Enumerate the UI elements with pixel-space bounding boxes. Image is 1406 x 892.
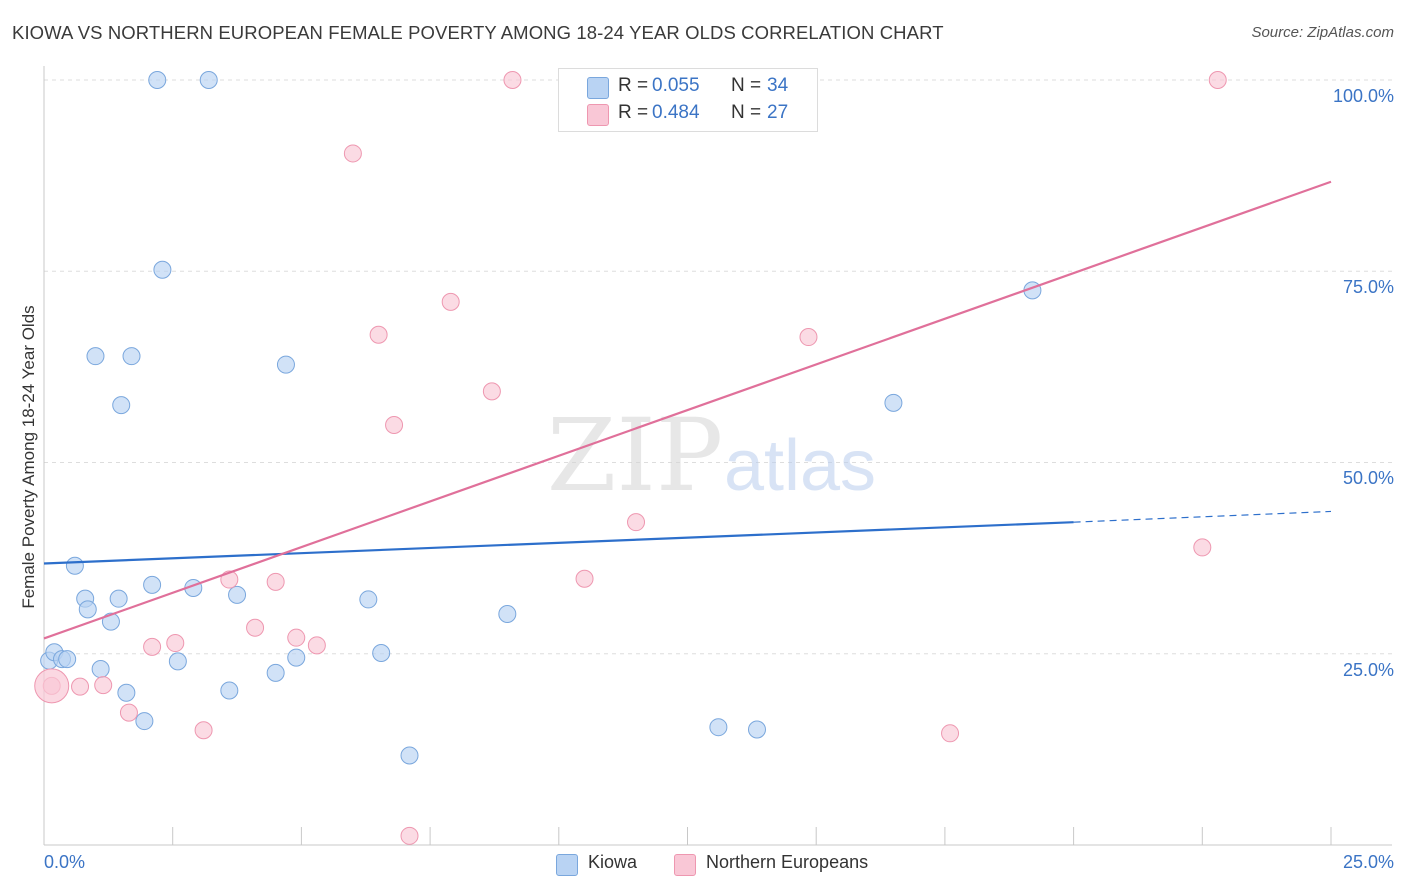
y-tick-label-50: 50.0% — [1342, 468, 1394, 488]
kiowa-point-28 — [400, 746, 419, 765]
northern-point-10 — [287, 628, 306, 647]
kiowa-point-25 — [287, 648, 306, 667]
source-credit: Source: ZipAtlas.com — [1251, 24, 1394, 41]
kiowa-n-label: N = — [731, 75, 762, 96]
kiowa-point-27 — [372, 643, 391, 662]
northern-points — [34, 71, 1227, 845]
series-legend: Kiowa Northern Europeans — [0, 852, 1406, 878]
kiowa-r-label: R = — [618, 75, 649, 96]
northern-point-23 — [941, 724, 960, 743]
northern-point-3 — [119, 703, 138, 722]
kiowa-point-6 — [78, 600, 97, 619]
kiowa-point-14 — [135, 712, 154, 731]
northern-n-value: 27 — [767, 102, 789, 123]
kiowa-point-21 — [220, 681, 239, 700]
northern-point-6 — [194, 721, 213, 740]
northern-point-2 — [94, 676, 113, 695]
watermark-zip: ZIP — [547, 397, 723, 514]
x-axis-max-label: 25.0% — [1342, 852, 1394, 872]
x-axis-min-label: 0.0% — [44, 852, 86, 872]
northern-point-17 — [503, 71, 522, 89]
kiowa-point-11 — [112, 396, 131, 415]
kiowa-point-22 — [228, 585, 247, 604]
kiowa-point-29 — [498, 604, 517, 623]
y-tick-label-75: 75.0% — [1342, 277, 1394, 297]
kiowa-point-15 — [143, 575, 162, 594]
northern-point-13 — [369, 325, 388, 344]
kiowa-trend-extension — [1073, 510, 1332, 523]
northern-point-12 — [343, 144, 362, 163]
y-tick-label-25: 25.0% — [1342, 660, 1394, 680]
chart-title: KIOWA VS NORTHERN EUROPEAN FEMALE POVERT… — [12, 22, 944, 43]
northern-point-18 — [482, 382, 501, 401]
kiowa-trend-line — [43, 521, 1074, 565]
kiowa-point-20 — [199, 71, 218, 89]
northern-point-14 — [385, 416, 404, 435]
kiowa-point-32 — [884, 393, 903, 412]
kiowa-point-16 — [148, 71, 167, 89]
correlation-legend: R = 0.055 N = 34 R = 0.484 N = 27 — [558, 68, 818, 132]
kiowa-point-12 — [117, 683, 136, 702]
kiowa-r-value: 0.055 — [652, 75, 700, 96]
watermark: ZIP atlas — [547, 397, 876, 514]
northern-point-8 — [246, 618, 265, 637]
northern-point-9 — [266, 572, 285, 591]
northern-point-16 — [441, 292, 460, 311]
trend-lines — [43, 180, 1332, 640]
kiowa-point-10 — [109, 589, 128, 608]
kiowa-legend-swatch — [556, 854, 578, 876]
axes — [43, 66, 1392, 846]
y-axis-title: Female Poverty Among 18-24 Year Olds — [19, 305, 38, 609]
kiowa-point-24 — [276, 355, 295, 374]
kiowa-n-value: 34 — [767, 75, 789, 96]
northern-point-19 — [575, 569, 594, 588]
kiowa-point-7 — [86, 347, 105, 366]
y-tick-label-100: 100.0% — [1332, 86, 1394, 106]
northern-r-label: R = — [618, 102, 649, 123]
northern-point-15 — [400, 826, 419, 845]
northern-trend-line — [43, 180, 1332, 640]
northern-point-11 — [307, 636, 326, 655]
northern-point-20 — [627, 513, 646, 532]
northern-point-1 — [71, 677, 90, 696]
kiowa-point-26 — [359, 590, 378, 609]
northern-point-25 — [1208, 71, 1227, 89]
northern-point-22 — [799, 328, 818, 347]
kiowa-point-23 — [266, 663, 285, 682]
northern-point-4 — [143, 637, 162, 656]
kiowa-point-30 — [709, 718, 728, 737]
northern-swatch — [587, 104, 609, 126]
northern-point-5 — [166, 634, 185, 653]
kiowa-points — [40, 71, 1042, 765]
kiowa-point-8 — [91, 660, 110, 679]
watermark-atlas: atlas — [724, 426, 876, 506]
kiowa-point-4 — [65, 556, 84, 575]
kiowa-point-13 — [122, 347, 141, 366]
grid-lines — [44, 79, 1392, 655]
northern-point-cluster — [34, 668, 70, 704]
northern-legend-swatch — [674, 854, 696, 876]
kiowa-point-18 — [168, 652, 187, 671]
northern-n-label: N = — [731, 102, 762, 123]
northern-point-24 — [1193, 538, 1212, 557]
kiowa-point-3 — [58, 650, 77, 669]
kiowa-point-17 — [153, 260, 172, 279]
kiowa-point-31 — [747, 720, 766, 739]
kiowa-swatch — [587, 77, 609, 99]
kiowa-legend-label: Kiowa — [588, 852, 638, 872]
northern-r-value: 0.484 — [652, 102, 700, 123]
northern-legend-label: Northern Europeans — [706, 852, 869, 872]
